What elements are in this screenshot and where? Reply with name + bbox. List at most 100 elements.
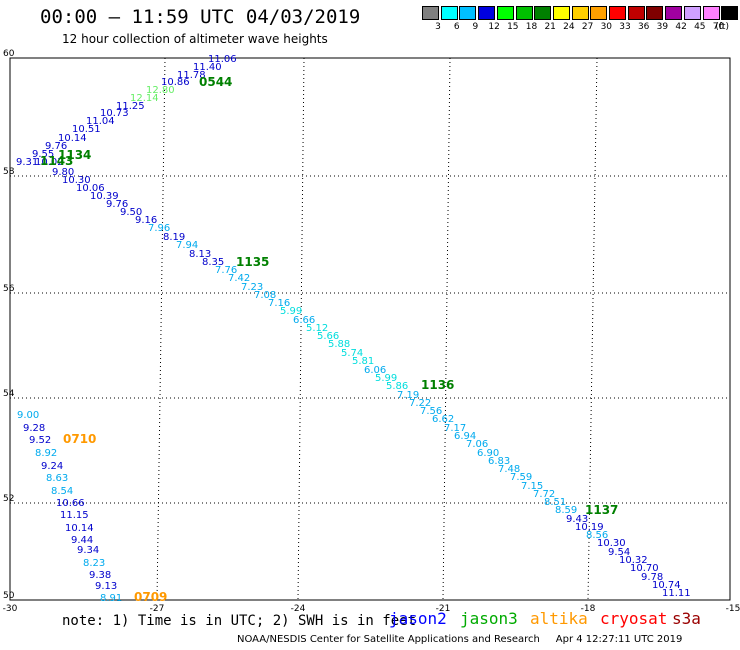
legend-label: 24 [563,22,575,32]
wave-height-value: 7.17 [444,423,466,434]
lat-tick-label: 50 [3,591,15,601]
wave-height-value: 5.74 [341,348,363,359]
wave-height-value: 10.73 [100,108,129,119]
lat-tick-label: 58 [3,167,15,177]
wave-height-value: 6.06 [364,365,386,376]
wave-height-value: 7.76 [215,265,237,276]
wave-height-value: 9.31 [16,157,38,168]
wave-height-value: 10.14 [65,523,94,534]
wave-height-value: 10.66 [56,498,85,509]
wave-height-value: 9.44 [71,535,93,546]
wave-height-value: 9.52 [29,435,51,446]
wave-height-value: 9.76 [45,141,67,152]
track-time-label: 0544 [199,75,232,89]
lat-lon-grid [9,57,731,601]
wave-height-value: 7.42 [228,273,250,284]
altimeter-track-a: 11.0611.4011.7810.8612.8012.1411.2510.73… [16,54,691,599]
lat-tick-label: 56 [3,284,15,294]
legend-swatch [552,6,570,20]
wave-height-value: 5.86 [386,381,408,392]
wave-height-value: 11.11 [662,588,691,599]
wave-height-value: 10.30 [62,175,91,186]
wave-height-value: 9.80 [52,167,74,178]
track-time-label: 1137 [585,503,618,517]
wave-height-value: 10.74 [652,580,681,591]
wave-height-value: 5.81 [352,356,374,367]
lon-tick-label: -27 [150,604,165,614]
wave-height-value: 11.15 [60,510,89,521]
wave-height-value: 7.48 [498,464,520,475]
legend-label: 27 [581,22,594,32]
legend-label: 70 [712,22,725,32]
wave-height-value: 7.16 [268,298,290,309]
legend-swatch [571,6,589,20]
legend-swatch [646,6,664,20]
satellite-name: s3a [672,609,701,628]
wave-height-value: 9.78 [641,572,663,583]
wave-height-value: 9.34 [77,545,99,556]
wave-height-value: 8.63 [46,473,68,484]
wave-height-value: 8.91 [100,593,122,604]
wave-height-value: 10.19 [575,522,604,533]
legend-label: 36 [637,22,650,32]
legend-swatch [590,6,608,20]
wave-height-value: 9.54 [608,547,630,558]
wave-height-value: 5.12 [306,323,328,334]
lon-tick-label: -24 [291,604,306,614]
lat-tick-label: 60 [3,49,15,59]
wave-height-value: 6.90 [477,448,499,459]
wave-height-value: 9.55 [32,149,54,160]
wave-height-value: 8.13 [189,249,211,260]
wave-height-value: 10.06 [76,183,105,194]
wave-height-value: 8.56 [586,530,608,541]
units-note: note: 1) Time is in UTC; 2) SWH is in fe… [62,613,417,629]
satellite-name: altika [530,609,588,628]
wave-height-value: 9.24 [41,461,63,472]
wave-height-value: 9.38 [89,570,111,581]
legend-label: 45 [694,22,706,32]
lon-tick-label: -15 [726,604,740,614]
wave-height-value: 11.78 [177,70,206,81]
satellite-name: jason2 [389,609,447,628]
track-time-label: 1143 [40,154,73,168]
wave-height-value: 9.76 [106,199,128,210]
legend-label: 3 [435,22,441,32]
wave-height-value: 7.94 [176,240,198,251]
legend-label: 39 [656,22,669,32]
wave-height-value: 7.56 [420,406,442,417]
wave-height-value: 10.32 [619,555,648,566]
wave-height-value: 11.40 [193,62,222,73]
map-frame [9,57,731,601]
lat-tick-label: 54 [3,389,15,399]
wave-height-value: 10.86 [161,77,190,88]
wave-height-value: 5.99 [280,306,302,317]
wave-height-value: 9.16 [135,215,157,226]
wave-height-value: 11.06 [208,54,237,65]
wave-height-value: 7.19 [397,390,419,401]
legend-label: 6 [453,22,460,32]
legend-swatch [478,6,496,20]
wave-height-value: 7.96 [148,223,170,234]
generated-timestamp: Apr 4 12:27:11 UTC 2019 [555,634,683,645]
wave-height-value: 5.88 [328,339,350,350]
wave-height-value: 11.25 [116,101,145,112]
legend-swatch [534,6,552,20]
legend-swatch [683,6,701,20]
wave-height-value: 8.51 [544,497,566,508]
wave-height-value: 9.00 [17,410,39,421]
legend-swatch [496,6,514,20]
wave-height-value: 5.99 [375,373,397,384]
wave-height-value: 9.50 [120,207,142,218]
legend-label: 21 [544,22,556,32]
wave-height-value: 5.66 [317,331,339,342]
wave-height-value: 6.62 [432,414,454,425]
wave-height-value: 6.83 [488,456,510,467]
legend-label: 33 [619,22,631,32]
lon-gridline [156,57,166,601]
credit-text: NOAA/NESDIS Center for Satellite Applica… [237,634,540,645]
wave-height-value: 11.04 [86,116,115,127]
lon-tick-label: -21 [436,604,451,614]
page-title: 00:00 – 11:59 UTC 04/03/2019 [40,6,361,28]
